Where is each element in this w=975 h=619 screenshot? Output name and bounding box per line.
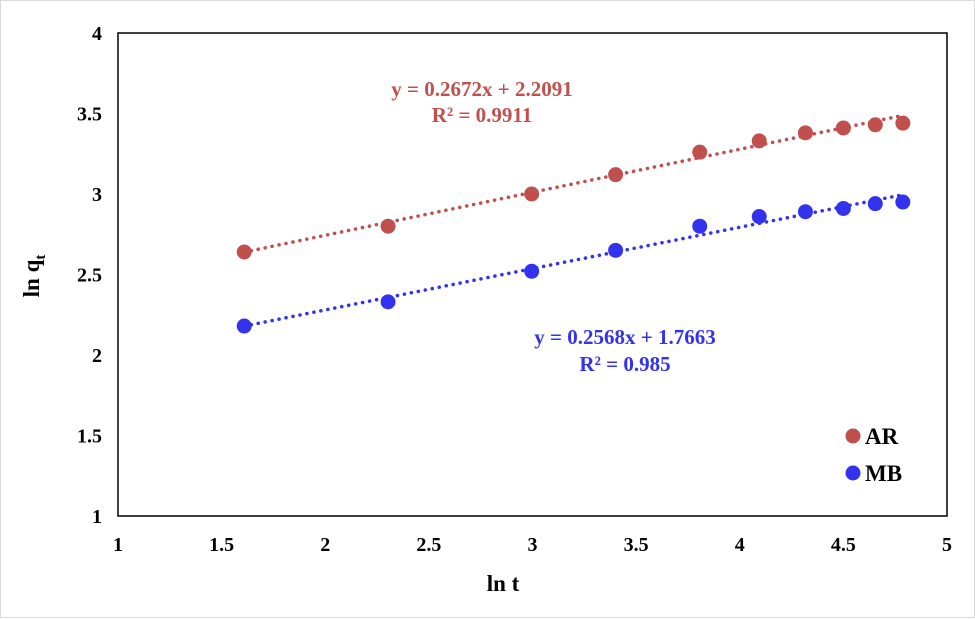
data-point-ar (692, 144, 708, 160)
ar-equation: y = 0.2672x + 2.2091 (391, 77, 572, 101)
data-point-ar (236, 244, 252, 260)
x-tick-label: 1.5 (209, 534, 234, 556)
y-axis-title-main: ln q (19, 259, 44, 297)
x-tick-label: 2.5 (416, 534, 441, 556)
legend-mb-marker (845, 465, 861, 481)
data-point-mb (524, 263, 540, 279)
data-point-ar (380, 218, 396, 234)
data-point-mb (867, 196, 883, 212)
data-point-ar (835, 120, 851, 136)
data-point-mb (751, 209, 767, 225)
y-tick-label: 1 (92, 506, 102, 528)
mb-equation: y = 0.2568x + 1.7663 (534, 325, 715, 349)
legend-ar-label: AR (865, 424, 899, 449)
x-tick-label: 2 (320, 534, 330, 556)
legend-mb-label: MB (865, 461, 902, 486)
x-tick-label: 4 (735, 534, 745, 556)
y-tick-label: 3.5 (77, 104, 102, 126)
x-tick-label: 5 (942, 534, 952, 556)
x-tick-label: 1 (113, 534, 123, 556)
data-point-mb (692, 218, 708, 234)
legend-ar-marker (845, 428, 861, 444)
data-point-mb (608, 242, 624, 258)
y-tick-label: 2.5 (77, 265, 102, 287)
trendlines (242, 113, 905, 328)
data-point-mb (236, 318, 252, 334)
trendline-mb (242, 192, 905, 328)
y-tick-labels: 1 1.5 2 2.5 3 3.5 4 (77, 23, 102, 528)
y-axis-title: ln qt (19, 255, 49, 298)
y-axis-title-subscript: t (33, 255, 49, 260)
x-axis-title: ln t (487, 571, 520, 596)
y-tick-label: 3 (92, 184, 102, 206)
data-point-ar (751, 133, 767, 149)
data-point-ar (608, 167, 624, 183)
data-point-mb (380, 294, 396, 310)
data-point-mb (797, 204, 813, 220)
trendline-ar (242, 113, 905, 254)
y-tick-label: 1.5 (77, 426, 102, 448)
mb-r2: R² = 0.985 (579, 352, 670, 376)
x-tick-label: 3 (528, 534, 538, 556)
data-point-ar (797, 125, 813, 141)
data-point-ar (895, 115, 911, 131)
data-point-ar (867, 117, 883, 133)
x-tick-labels: 1 1.5 2 2.5 3 3.5 4 4.5 5 (113, 534, 952, 556)
data-point-ar (524, 186, 540, 202)
x-tick-label: 3.5 (624, 534, 649, 556)
plot-area (117, 32, 948, 517)
legend: AR MB (845, 424, 902, 486)
y-tick-label: 2 (92, 345, 102, 367)
data-point-mb (835, 200, 851, 216)
x-tick-label: 4.5 (831, 534, 856, 556)
ar-r2: R² = 0.9911 (432, 103, 533, 127)
data-point-mb (895, 194, 911, 210)
y-tick-label: 4 (92, 23, 102, 45)
data-points (236, 115, 911, 334)
